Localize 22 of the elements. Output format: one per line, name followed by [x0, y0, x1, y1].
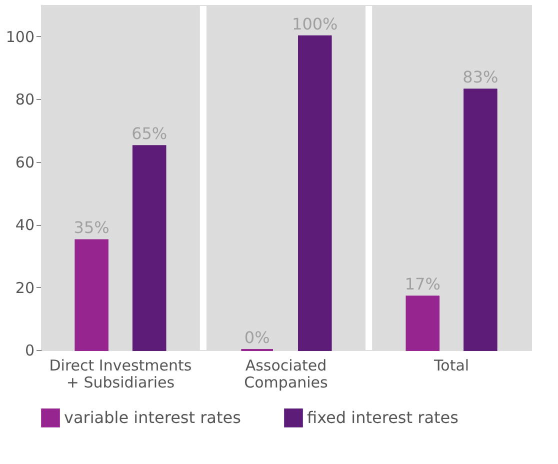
data-label: 35% [74, 218, 110, 238]
y-tick-label: 100 [6, 28, 34, 46]
y-tick-label: 20 [15, 278, 34, 297]
bar [464, 88, 498, 351]
bar [132, 145, 166, 351]
x-tick-label: Total [433, 356, 470, 374]
data-label: 83% [462, 68, 498, 87]
x-tick-label: Direct Investments + Subsidiaries [49, 356, 192, 392]
bar [406, 296, 440, 351]
data-label: 0% [244, 328, 270, 347]
data-label: 17% [404, 274, 440, 294]
bar [74, 239, 108, 351]
y-tick-label: 40 [15, 216, 34, 234]
legend-label: variable interest rates [64, 408, 241, 427]
data-label: 65% [132, 124, 168, 144]
bar [298, 35, 332, 351]
y-tick-label: 60 [15, 153, 34, 172]
y-tick-label: 80 [15, 90, 34, 109]
data-label: 100% [292, 14, 338, 34]
legend-label: fixed interest rates [307, 408, 458, 427]
x-tick-label: Associated Companies [244, 356, 328, 392]
y-tick-label: 0 [24, 342, 34, 360]
